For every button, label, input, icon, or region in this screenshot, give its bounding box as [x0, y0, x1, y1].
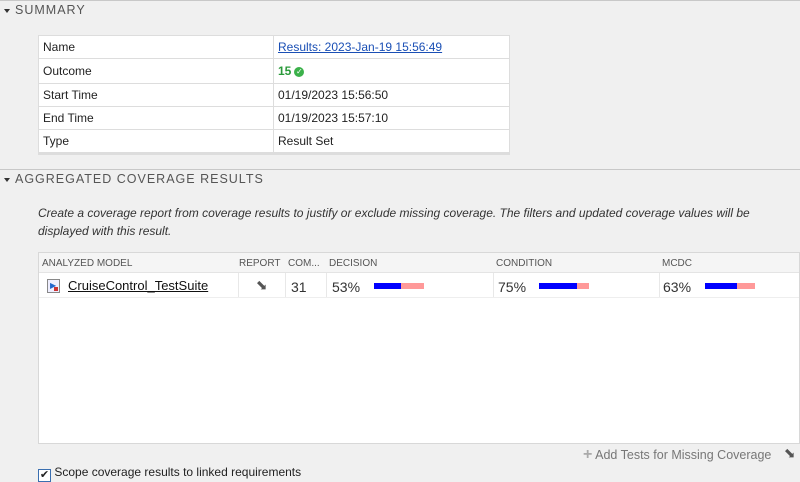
mcdc-value: 63%	[663, 279, 692, 295]
report-icon[interactable]: ➡	[780, 443, 800, 463]
result-name-link[interactable]: Results: 2023-Jan-19 15:56:49	[278, 40, 443, 54]
header-analyzed-model[interactable]: ANALYZED MODEL	[42, 258, 133, 269]
coverage-title: AGGREGATED COVERAGE RESULTS	[15, 172, 264, 186]
row-label: Outcome	[38, 58, 274, 84]
coverage-header-row: ANALYZED MODEL REPORT COM... DECISION CO…	[39, 253, 799, 273]
row-value: 01/19/2023 15:57:10	[273, 106, 510, 130]
plus-icon: +	[583, 446, 593, 463]
coverage-table: ANALYZED MODEL REPORT COM... DECISION CO…	[38, 252, 800, 444]
decision-bar	[374, 283, 424, 289]
add-tests-button[interactable]: + Add Tests for Missing Coverage	[583, 446, 771, 464]
model-icon: ▶	[47, 279, 60, 293]
decision-value: 53%	[332, 279, 361, 295]
header-decision[interactable]: DECISION	[329, 258, 378, 269]
header-report[interactable]: REPORT	[239, 258, 281, 269]
condition-value: 75%	[498, 279, 527, 295]
row-label: Type	[38, 129, 274, 153]
summary-section-header[interactable]: SUMMARY	[0, 0, 800, 22]
row-value: 01/19/2023 15:56:50	[273, 83, 510, 107]
header-mcdc[interactable]: MCDC	[662, 258, 692, 269]
model-link[interactable]: CruiseControl_TestSuite	[68, 278, 209, 293]
table-row: ▶ CruiseControl_TestSuite ➡ 31 53% 75% 6…	[39, 273, 799, 298]
collapse-triangle-icon	[4, 8, 10, 13]
header-condition[interactable]: CONDITION	[496, 258, 553, 269]
scope-checkbox-row[interactable]: ✔ Scope coverage results to linked requi…	[38, 465, 301, 482]
scope-label: Scope coverage results to linked require…	[54, 465, 302, 479]
coverage-description: Create a coverage report from coverage r…	[38, 206, 750, 238]
row-label: Start Time	[38, 83, 274, 107]
coverage-section-header[interactable]: AGGREGATED COVERAGE RESULTS	[0, 169, 800, 191]
header-complexity[interactable]: COM...	[288, 258, 320, 269]
table-row: End Time 01/19/2023 15:57:10	[38, 106, 510, 130]
row-value: Result Set	[273, 129, 510, 153]
summary-title: SUMMARY	[15, 3, 86, 17]
table-row: Type Result Set	[38, 129, 510, 153]
add-tests-label: Add Tests for Missing Coverage	[595, 448, 772, 462]
summary-table: Name Results: 2023-Jan-19 15:56:49 Outcom…	[38, 35, 510, 153]
passed-check-icon: ✓	[294, 66, 305, 77]
complexity-value: 31	[291, 279, 307, 295]
row-label: Name	[38, 35, 274, 59]
mcdc-bar	[705, 283, 755, 289]
collapse-triangle-icon	[4, 177, 10, 182]
condition-bar	[539, 283, 589, 289]
outcome-count: 15	[278, 64, 292, 78]
table-row: Start Time 01/19/2023 15:56:50	[38, 83, 510, 107]
table-row: Outcome 15 ✓	[38, 58, 510, 84]
report-icon[interactable]: ➡	[252, 275, 273, 295]
row-label: End Time	[38, 106, 274, 130]
scope-checkbox[interactable]: ✔	[38, 469, 51, 482]
table-row: Name Results: 2023-Jan-19 15:56:49	[38, 35, 510, 59]
